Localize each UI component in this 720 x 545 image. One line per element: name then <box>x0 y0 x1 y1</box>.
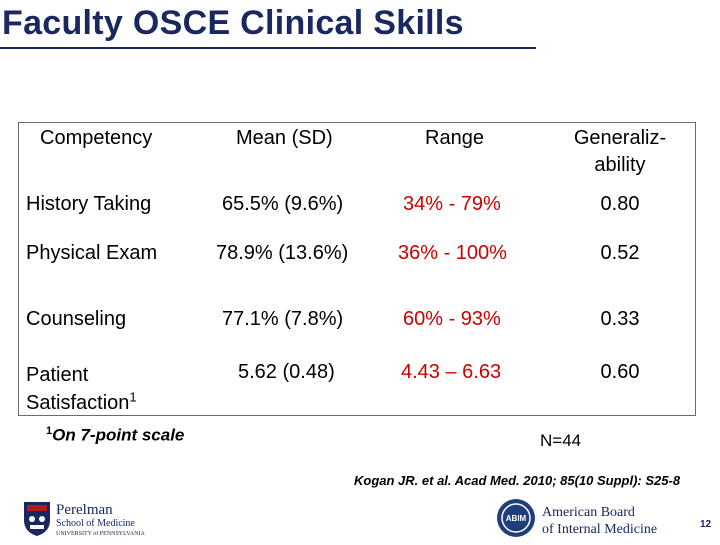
row-satisfaction-mean: 5.62 (0.48) <box>238 361 335 383</box>
results-table-border <box>18 122 696 416</box>
header-range: Range <box>425 127 484 149</box>
perelman-logo-line1: Perelman <box>56 502 113 518</box>
citation: Kogan JR. et al. Acad Med. 2010; 85(10 S… <box>354 473 681 488</box>
abim-logo-line2: of Internal Medicine <box>542 522 657 537</box>
row-satisfaction-competency-line1: Patient <box>26 364 89 386</box>
header-generalizability: Generaliz- ability <box>540 127 700 177</box>
perelman-logo-line3: UNIVERSITY of PENNSYLVANIA <box>56 530 145 537</box>
perelman-logo: Perelman School of Medicine UNIVERSITY o… <box>22 500 162 543</box>
abim-seal-icon: ABIM American Board of Internal Medicine <box>497 499 657 537</box>
abim-seal-text: ABIM <box>506 514 527 523</box>
header-competency: Competency <box>40 127 153 149</box>
abim-logo: ABIM American Board of Internal Medicine <box>496 496 696 545</box>
row-history-generalizability: 0.80 <box>600 193 640 215</box>
row-counseling-generalizability: 0.33 <box>600 308 640 330</box>
footnote: 1On 7-point scale <box>46 425 184 446</box>
header-mean: Mean (SD) <box>236 127 333 149</box>
row-satisfaction-footnote-marker: 1 <box>129 389 137 405</box>
title-underline <box>0 47 536 49</box>
row-physical-generalizability: 0.52 <box>600 242 640 264</box>
row-history-competency: History Taking <box>26 193 152 215</box>
row-satisfaction-competency-word: Satisfaction <box>26 392 130 414</box>
row-satisfaction-range: 4.43 – 6.63 <box>401 361 502 383</box>
header-generalizability-line1: Generaliz- <box>573 127 667 149</box>
row-physical-competency: Physical Exam <box>26 242 158 264</box>
row-history-mean: 65.5% (9.6%) <box>222 193 344 215</box>
row-counseling-mean: 77.1% (7.8%) <box>222 308 344 330</box>
header-generalizability-line2: ability <box>594 154 646 176</box>
perelman-logo-line2: School of Medicine <box>56 518 135 529</box>
perelman-shield-icon: Perelman School of Medicine UNIVERSITY o… <box>24 502 145 537</box>
row-satisfaction-competency: Patient Satisfaction1 <box>26 361 137 417</box>
row-satisfaction-generalizability: 0.60 <box>600 361 640 383</box>
page-number: 12 <box>700 519 712 530</box>
row-physical-range: 36% - 100% <box>398 242 507 264</box>
footnote-text: On 7-point scale <box>52 425 185 445</box>
sample-size-label: N=44 <box>540 431 582 450</box>
row-history-range: 34% - 79% <box>403 193 501 215</box>
row-physical-mean: 78.9% (13.6%) <box>216 242 349 264</box>
row-counseling-range: 60% - 93% <box>403 308 501 330</box>
row-counseling-competency: Counseling <box>26 308 127 330</box>
slide-title: Faculty OSCE Clinical Skills <box>2 4 464 42</box>
abim-logo-line1: American Board <box>542 505 635 520</box>
row-satisfaction-competency-line2: Satisfaction1 <box>26 389 137 417</box>
footnote-marker: 1 <box>46 425 53 437</box>
